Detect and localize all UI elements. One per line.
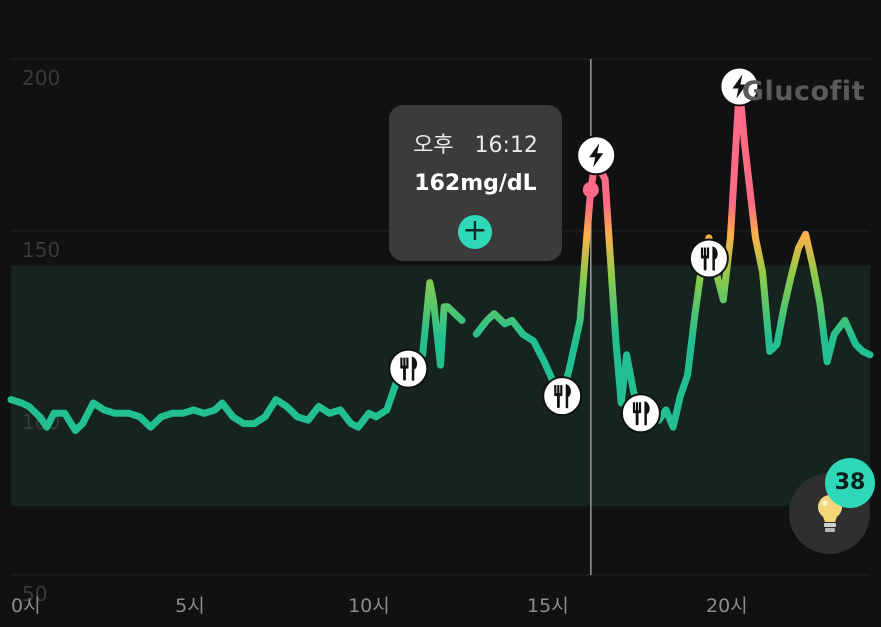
glucose-tooltip[interactable]: 오후 16:12 162mg/dL + [389,105,562,261]
fork-knife-icon[interactable] [688,238,729,279]
selected-point[interactable] [582,181,599,198]
tips-count-badge: 38 [825,458,875,508]
fork-knife-icon[interactable] [620,393,661,434]
tooltip-value: 162mg/dL [414,171,537,196]
fork-knife-icon[interactable] [542,376,583,417]
tooltip-time: 오후 16:12 [389,127,562,159]
fork-knife-icon[interactable] [388,348,429,389]
y-tick-label: 200 [22,66,60,90]
y-tick-label: 150 [22,238,60,262]
y-tick-label: 50 [22,582,47,606]
add-record-button[interactable]: + [458,215,492,249]
target-range-band [11,265,870,507]
tooltip-period: 오후 [413,133,454,158]
x-tick-label: 20시 [706,595,748,617]
tooltip-clock: 16:12 [474,133,538,158]
x-tick-label: 10시 [348,595,390,617]
x-tick-label: 15시 [527,595,569,617]
x-tick-label: 0시 [11,595,41,617]
lightning-icon[interactable] [719,66,760,107]
brand-logo: Glucofit [741,76,865,107]
x-tick-label: 5시 [175,595,205,617]
lightning-icon[interactable] [576,135,617,176]
